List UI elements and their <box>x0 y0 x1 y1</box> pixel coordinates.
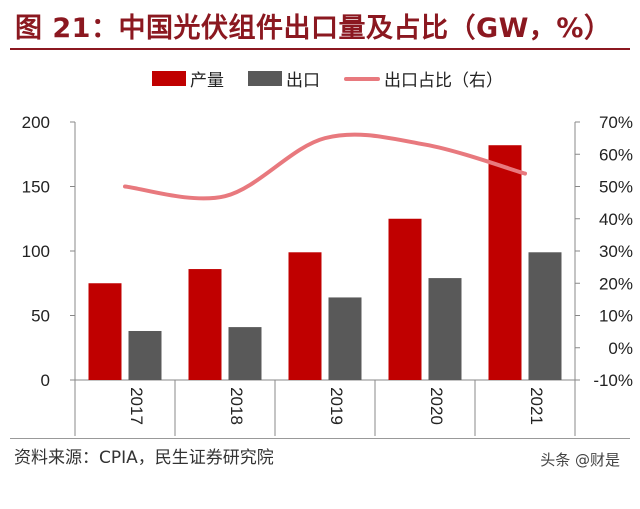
bar-production <box>88 283 122 380</box>
y-right-tick-label: 40% <box>599 210 633 229</box>
legend-swatch-ratio <box>344 76 380 81</box>
y-right-tick-label: 10% <box>599 307 633 326</box>
bar-production <box>288 252 322 380</box>
watermark: 头条 @财是 <box>540 451 620 469</box>
source-divider <box>10 438 630 439</box>
y-left-tick-label: 100 <box>22 242 50 261</box>
figure-title: 图 21：中国光伏组件出口量及占比（GW，%） <box>15 13 612 44</box>
source-note: 资料来源：CPIA，民生证券研究院 <box>14 448 274 468</box>
x-tick-label: 2019 <box>327 387 346 425</box>
y-right-tick-label: 50% <box>599 178 633 197</box>
x-tick-label: 2020 <box>427 387 446 425</box>
x-tick-label: 2018 <box>227 387 246 425</box>
y-left-tick-label: 150 <box>22 178 50 197</box>
bar-production <box>188 269 222 380</box>
y-right-tick-label: -10% <box>593 371 633 390</box>
y-right-tick-label: 70% <box>599 113 633 132</box>
y-left-tick-label: 50 <box>31 307 50 326</box>
y-left-tick-label: 200 <box>22 113 50 132</box>
x-tick-label: 2017 <box>127 387 146 425</box>
y-right-tick-label: 0% <box>608 339 633 358</box>
y-right-tick-label: 30% <box>599 242 633 261</box>
y-left-tick-label: 0 <box>41 371 50 390</box>
bar-export <box>228 327 262 380</box>
x-tick-label: 2021 <box>527 387 546 425</box>
bar-export <box>128 330 162 380</box>
bar-production <box>488 145 522 380</box>
legend-label-production: 产量 <box>190 71 224 91</box>
title-bar: 图 21：中国光伏组件出口量及占比（GW，%） <box>0 0 640 50</box>
legend-swatch-export <box>248 71 282 86</box>
chart-canvas: 0 50 100 150 200 -10% 0% 10% 20% 30% 40% 50% 60% 70% 2… <box>22 113 633 436</box>
legend-label-ratio: 出口占比（右） <box>384 71 503 91</box>
bar-export <box>328 297 362 380</box>
legend-item-export: 出口 <box>248 66 320 91</box>
legend: 产量 出口 出口占比（右） <box>0 66 640 96</box>
line-export-ratio <box>123 132 527 201</box>
legend-label-export: 出口 <box>286 71 320 91</box>
bar-export <box>428 278 462 380</box>
bar-export <box>528 252 562 380</box>
legend-item-ratio: 出口占比（右） <box>344 66 503 91</box>
y-right-tick-label: 20% <box>599 274 633 293</box>
bar-production <box>388 218 422 380</box>
legend-swatch-production <box>152 71 186 86</box>
title-divider <box>10 48 630 50</box>
y-right-tick-label: 60% <box>599 145 633 164</box>
legend-item-production: 产量 <box>152 66 224 91</box>
